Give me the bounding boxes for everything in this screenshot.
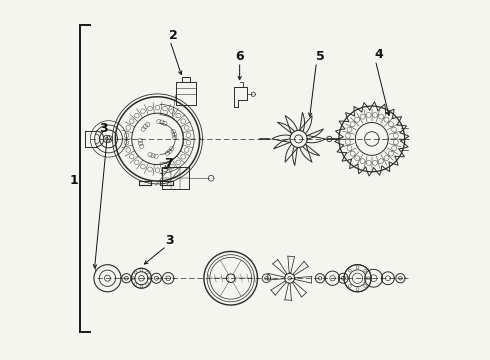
Text: 2: 2 <box>169 29 178 42</box>
Text: 5: 5 <box>316 50 324 63</box>
Text: 3: 3 <box>166 234 174 247</box>
Text: 3: 3 <box>99 122 108 135</box>
Text: 7: 7 <box>164 157 172 170</box>
Text: 4: 4 <box>374 49 383 62</box>
Text: 6: 6 <box>235 50 244 63</box>
Text: 1: 1 <box>70 174 78 186</box>
